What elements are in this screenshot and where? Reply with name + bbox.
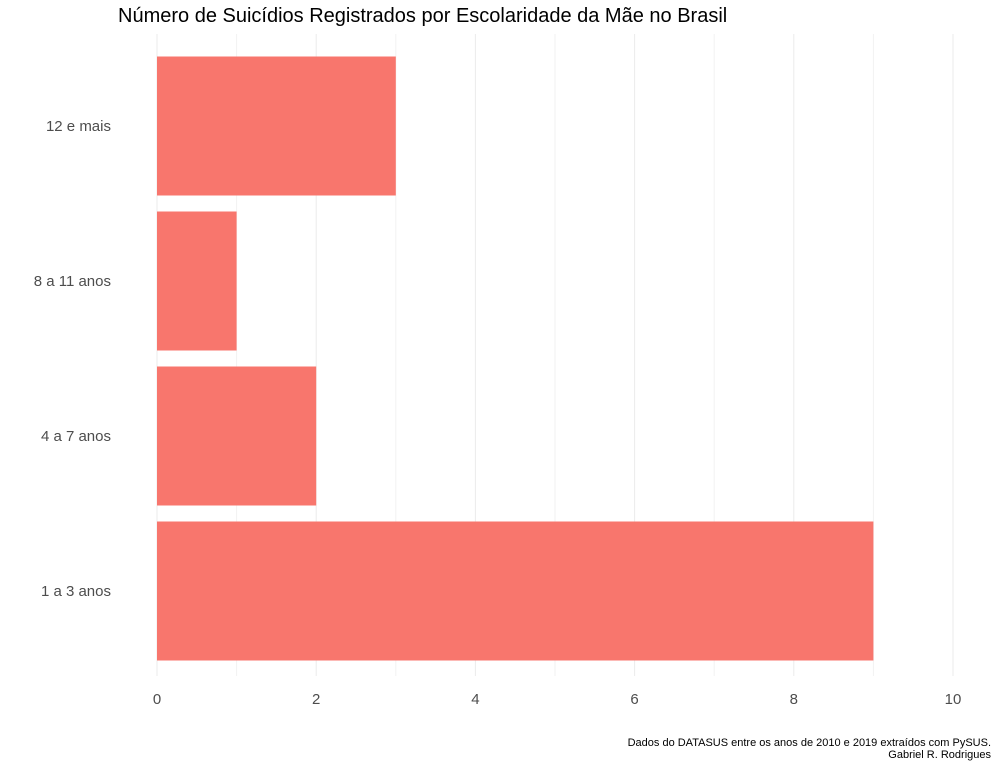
y-tick-label: 8 a 11 anos — [34, 273, 111, 290]
caption-author: Gabriel R. Rodrigues — [888, 749, 991, 761]
y-tick-label: 1 a 3 anos — [41, 583, 111, 600]
bar — [157, 56, 396, 196]
bar — [157, 211, 237, 351]
x-axis-labels: 0 2 4 6 8 10 — [153, 691, 962, 708]
caption-source: Dados do DATASUS entre os anos de 2010 e… — [627, 737, 991, 749]
bar — [157, 366, 317, 506]
bar — [157, 521, 874, 661]
x-tick-label: 8 — [790, 691, 798, 708]
x-tick-label: 0 — [153, 691, 161, 708]
x-tick-label: 10 — [945, 691, 962, 708]
x-tick-label: 2 — [312, 691, 320, 708]
chart-title: Número de Suicídios Registrados por Esco… — [118, 5, 728, 27]
x-tick-label: 6 — [630, 691, 638, 708]
y-axis-labels: 1 a 3 anos 4 a 7 anos 8 a 11 anos 12 e mais — [34, 118, 111, 600]
y-tick-label: 12 e mais — [46, 118, 111, 135]
y-tick-label: 4 a 7 anos — [41, 428, 111, 445]
caption: Dados do DATASUS entre os anos de 2010 e… — [628, 737, 991, 761]
x-tick-label: 4 — [471, 691, 479, 708]
bars — [157, 56, 874, 661]
